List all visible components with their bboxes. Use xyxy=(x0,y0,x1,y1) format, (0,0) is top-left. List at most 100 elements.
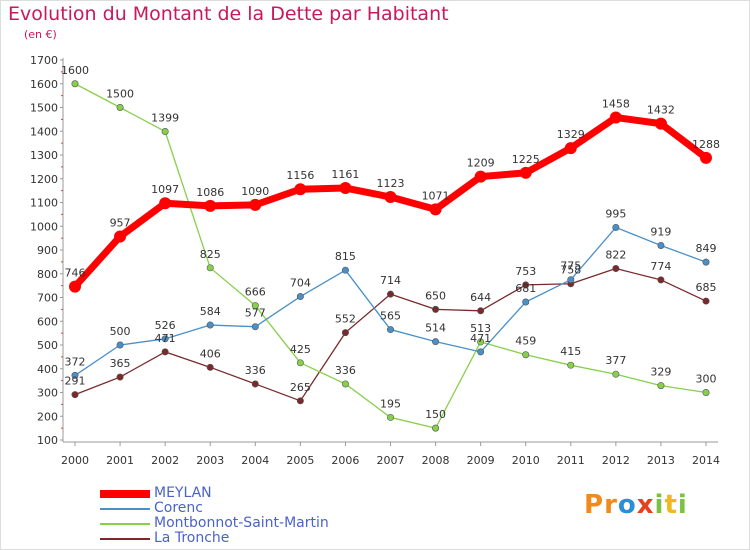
data-label: 1086 xyxy=(196,186,224,199)
data-point xyxy=(296,293,304,301)
data-point xyxy=(116,104,124,112)
logo-letter: i xyxy=(654,490,665,520)
data-point xyxy=(116,373,124,381)
legend-item: La Tronche xyxy=(100,531,400,546)
data-label: 1225 xyxy=(512,153,540,166)
data-label: 584 xyxy=(200,305,221,318)
logo-letter: i xyxy=(677,490,688,520)
data-point xyxy=(384,191,397,204)
data-label: 415 xyxy=(560,345,581,358)
data-point xyxy=(71,80,79,88)
chart-unit-subtitle: (en €) xyxy=(24,28,57,41)
y-tick-label: 100 xyxy=(37,434,58,447)
legend-item: Corenc xyxy=(100,501,400,516)
data-point xyxy=(522,281,530,289)
data-label: 666 xyxy=(245,286,266,299)
data-point xyxy=(609,111,622,124)
data-label: 775 xyxy=(560,260,581,273)
data-point xyxy=(567,361,575,369)
data-label: 849 xyxy=(696,242,717,255)
x-tick-label: 2001 xyxy=(106,454,134,467)
data-point xyxy=(477,307,485,315)
legend-label: Corenc xyxy=(154,500,203,516)
data-point xyxy=(114,230,127,243)
y-tick-label: 500 xyxy=(37,339,58,352)
data-label: 365 xyxy=(110,357,131,370)
data-label: 514 xyxy=(425,322,446,335)
data-label: 650 xyxy=(425,289,446,302)
legend-item: Montbonnot-Saint-Martin xyxy=(100,516,400,531)
x-tick-label: 2014 xyxy=(692,454,720,467)
data-label: 300 xyxy=(696,373,717,386)
data-point xyxy=(702,388,710,396)
legend-label: La Tronche xyxy=(154,530,230,546)
chart-legend: MEYLAN Corenc Montbonnot-Saint-Martin La Tr… xyxy=(100,486,400,546)
data-point xyxy=(702,258,710,266)
y-tick-label: 1100 xyxy=(30,197,58,210)
data-point xyxy=(251,323,259,331)
y-tick-label: 800 xyxy=(37,268,58,281)
y-tick-label: 1300 xyxy=(30,149,58,162)
x-tick-label: 2009 xyxy=(467,454,495,467)
x-tick-label: 2000 xyxy=(61,454,89,467)
x-tick-label: 2003 xyxy=(196,454,224,467)
data-label: 815 xyxy=(335,250,356,263)
y-tick-label: 200 xyxy=(37,410,58,423)
data-point xyxy=(71,391,79,399)
data-point xyxy=(386,290,394,298)
logo-letter: r xyxy=(604,490,618,520)
data-label: 644 xyxy=(470,291,491,304)
data-label: 1600 xyxy=(61,64,89,77)
data-label: 1288 xyxy=(692,138,720,151)
data-label: 291 xyxy=(65,375,86,388)
x-tick-label: 2010 xyxy=(512,454,540,467)
data-point xyxy=(522,351,530,359)
y-tick-label: 900 xyxy=(37,244,58,257)
data-point xyxy=(474,170,487,183)
data-point xyxy=(429,203,442,216)
data-point xyxy=(567,276,575,284)
data-point xyxy=(206,321,214,329)
data-label: 957 xyxy=(110,216,131,229)
data-label: 1156 xyxy=(286,169,314,182)
data-label: 1123 xyxy=(377,177,405,190)
data-point xyxy=(386,413,394,421)
data-label: 471 xyxy=(470,332,491,345)
data-point xyxy=(432,305,440,313)
data-label: 1097 xyxy=(151,183,179,196)
data-label: 919 xyxy=(650,225,671,238)
data-point xyxy=(700,151,712,164)
legend-swatch xyxy=(100,507,150,510)
data-point xyxy=(161,127,169,135)
data-label: 714 xyxy=(380,274,401,287)
y-tick-label: 1600 xyxy=(30,78,58,91)
data-point xyxy=(206,363,214,371)
data-label: 1090 xyxy=(241,185,269,198)
x-tick-label: 2012 xyxy=(602,454,630,467)
y-tick-label: 600 xyxy=(37,315,58,328)
data-label: 336 xyxy=(245,364,266,377)
data-label: 1071 xyxy=(422,189,450,202)
data-label: 513 xyxy=(470,322,491,335)
data-point xyxy=(161,335,169,343)
data-point xyxy=(206,264,214,272)
data-label: 500 xyxy=(110,325,131,338)
data-point xyxy=(251,302,259,310)
data-point xyxy=(249,198,262,211)
data-point xyxy=(432,424,440,432)
data-point xyxy=(341,380,349,388)
data-point xyxy=(612,223,620,231)
data-label: 406 xyxy=(200,347,221,360)
data-point xyxy=(657,241,665,249)
data-point xyxy=(386,326,394,334)
data-label: 1329 xyxy=(557,128,585,141)
data-label: 265 xyxy=(290,381,311,394)
logo-letter: t xyxy=(664,490,678,520)
data-label: 425 xyxy=(290,343,311,356)
data-point xyxy=(477,348,485,356)
chart-title: Evolution du Montant de la Dette par Hab… xyxy=(8,3,449,25)
data-point xyxy=(296,359,304,367)
x-tick-label: 2008 xyxy=(422,454,450,467)
y-tick-label: 400 xyxy=(37,363,58,376)
